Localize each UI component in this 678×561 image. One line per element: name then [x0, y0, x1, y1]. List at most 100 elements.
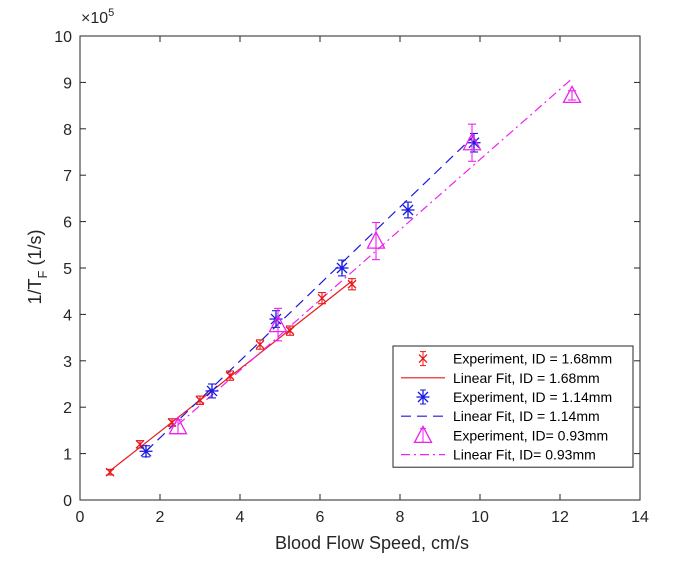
series-4-marker-4-shape [562, 85, 582, 104]
y-axis-title: 1/TF (1/s) [25, 230, 50, 305]
y-axis-title-unit: (1/s) [25, 230, 45, 271]
legend-label-4: Experiment, ID= 0.93mm [453, 427, 608, 443]
legend-label-1: Linear Fit, ID = 1.68mm [453, 370, 600, 386]
series-2-marker-3 [335, 261, 349, 275]
series-0-point-6 [285, 325, 295, 336]
series-4-marker-4 [562, 85, 582, 104]
legend-entry-2: Experiment, ID = 1.14mm [416, 389, 612, 405]
legend-marker-4-shape [413, 425, 433, 444]
series-0-points [105, 278, 357, 477]
series-0-marker-6 [285, 326, 295, 336]
legend-entry-4: Experiment, ID= 0.93mm [413, 425, 608, 444]
y-axis-exponent-base: ×10 [81, 10, 108, 27]
y-tick-label-3: 3 [63, 354, 72, 371]
series-0-point-5 [255, 339, 265, 350]
y-tick-label-10: 10 [54, 29, 72, 46]
series-0-point-7 [317, 292, 327, 305]
legend-label-2: Experiment, ID = 1.14mm [453, 389, 612, 405]
y-tick-label-0: 0 [63, 493, 72, 510]
series-4-point-1 [268, 307, 288, 342]
series-4-marker-0 [168, 416, 188, 435]
x-tick-label-5: 10 [471, 509, 489, 526]
plot-area [105, 78, 582, 477]
x-axis-title: Blood Flow Speed, cm/s [275, 533, 469, 553]
series-0-marker-5 [255, 340, 265, 350]
y-tick-label-9: 9 [63, 75, 72, 92]
series-0-marker-4 [225, 371, 235, 381]
legend-marker-0 [418, 354, 428, 364]
series-0-marker-5-stroke-b [255, 340, 265, 350]
series-2-point-1 [205, 383, 219, 399]
series-4-marker-3 [462, 132, 482, 151]
x-tick-label-6: 12 [551, 509, 569, 526]
x-tick-label-2: 4 [236, 509, 245, 526]
series-0-marker-1 [135, 439, 145, 449]
legend-entry-1: Linear Fit, ID = 1.68mm [401, 370, 600, 386]
y-tick-label-5: 5 [63, 261, 72, 278]
series-4-point-3 [462, 123, 482, 162]
series-0-marker-7-stroke-b [317, 293, 327, 303]
series-0-point-4 [225, 370, 235, 381]
series-4-marker-1-shape [268, 314, 288, 333]
legend-marker-2 [416, 390, 430, 404]
legend-label-5: Linear Fit, ID= 0.93mm [453, 447, 596, 463]
series-4-marker-0-shape [168, 416, 188, 435]
series-0-marker-7 [317, 293, 327, 303]
series-2-point-4 [401, 201, 415, 219]
y-axis-title-subscript: F [35, 270, 50, 278]
series-2-point-0 [139, 444, 153, 458]
legend-label-3: Linear Fit, ID = 1.14mm [453, 408, 600, 424]
series-2-marker-0 [139, 444, 153, 458]
y-axis-exponent-power: 5 [108, 7, 114, 19]
legend-label-0: Experiment, ID = 1.68mm [453, 351, 612, 367]
y-axis-exponent: ×105 [81, 7, 114, 27]
series-0-marker-0-stroke-b [105, 467, 115, 477]
legend-marker-4 [413, 425, 433, 444]
series-4-point-0 [168, 416, 188, 435]
legend-marker-0-stroke-b [418, 354, 428, 364]
series-2-points [139, 132, 481, 458]
series-0-marker-4-stroke-b [225, 371, 235, 381]
series-0-point-0 [105, 467, 115, 477]
series-0-point-8 [347, 278, 357, 291]
y-tick-label-1: 1 [63, 447, 72, 464]
y-tick-label-4: 4 [63, 307, 72, 324]
series-4-points [168, 85, 582, 435]
series-2-point-3 [335, 259, 349, 277]
x-tick-label-7: 14 [631, 509, 649, 526]
legend: Experiment, ID = 1.68mm Linear Fit, ID = … [392, 345, 634, 468]
series-0-marker-8-stroke-b [347, 279, 357, 289]
series-3-fit-line [145, 135, 475, 452]
x-tick-label-4: 8 [396, 509, 405, 526]
series-0-point-1 [135, 439, 145, 449]
series-0-marker-8 [347, 279, 357, 289]
series-0-marker-0 [105, 467, 115, 477]
y-tick-label-6: 6 [63, 215, 72, 232]
series-0-marker-3-stroke-b [195, 395, 205, 405]
legend-entry-3: Linear Fit, ID = 1.14mm [401, 408, 600, 424]
series-0-marker-6-stroke-b [285, 326, 295, 336]
y-axis-title-main: 1/T [25, 278, 45, 304]
series-4-point-2 [366, 221, 386, 261]
series-2-marker-1 [205, 384, 219, 398]
series-4-point-4 [562, 85, 582, 104]
legend-entry-0: Experiment, ID = 1.68mm [418, 351, 612, 367]
x-tick-label-3: 6 [316, 509, 325, 526]
series-0-marker-3 [195, 395, 205, 405]
svg-text:1/TF (1/s): 1/TF (1/s) [25, 230, 50, 305]
y-tick-label-8: 8 [63, 122, 72, 139]
legend-entry-5: Linear Fit, ID= 0.93mm [401, 447, 596, 463]
series-0-point-3 [195, 395, 205, 405]
y-tick-label-2: 2 [63, 400, 72, 417]
series-4-marker-1 [268, 314, 288, 333]
y-tick-label-7: 7 [63, 168, 72, 185]
legend-box [392, 345, 634, 468]
series-0-marker-1-stroke-b [135, 439, 145, 449]
x-tick-label-0: 0 [76, 509, 85, 526]
series-4-marker-2-shape [366, 230, 386, 249]
series-4-marker-3-shape [462, 132, 482, 151]
series-5-fit-line [177, 78, 573, 426]
